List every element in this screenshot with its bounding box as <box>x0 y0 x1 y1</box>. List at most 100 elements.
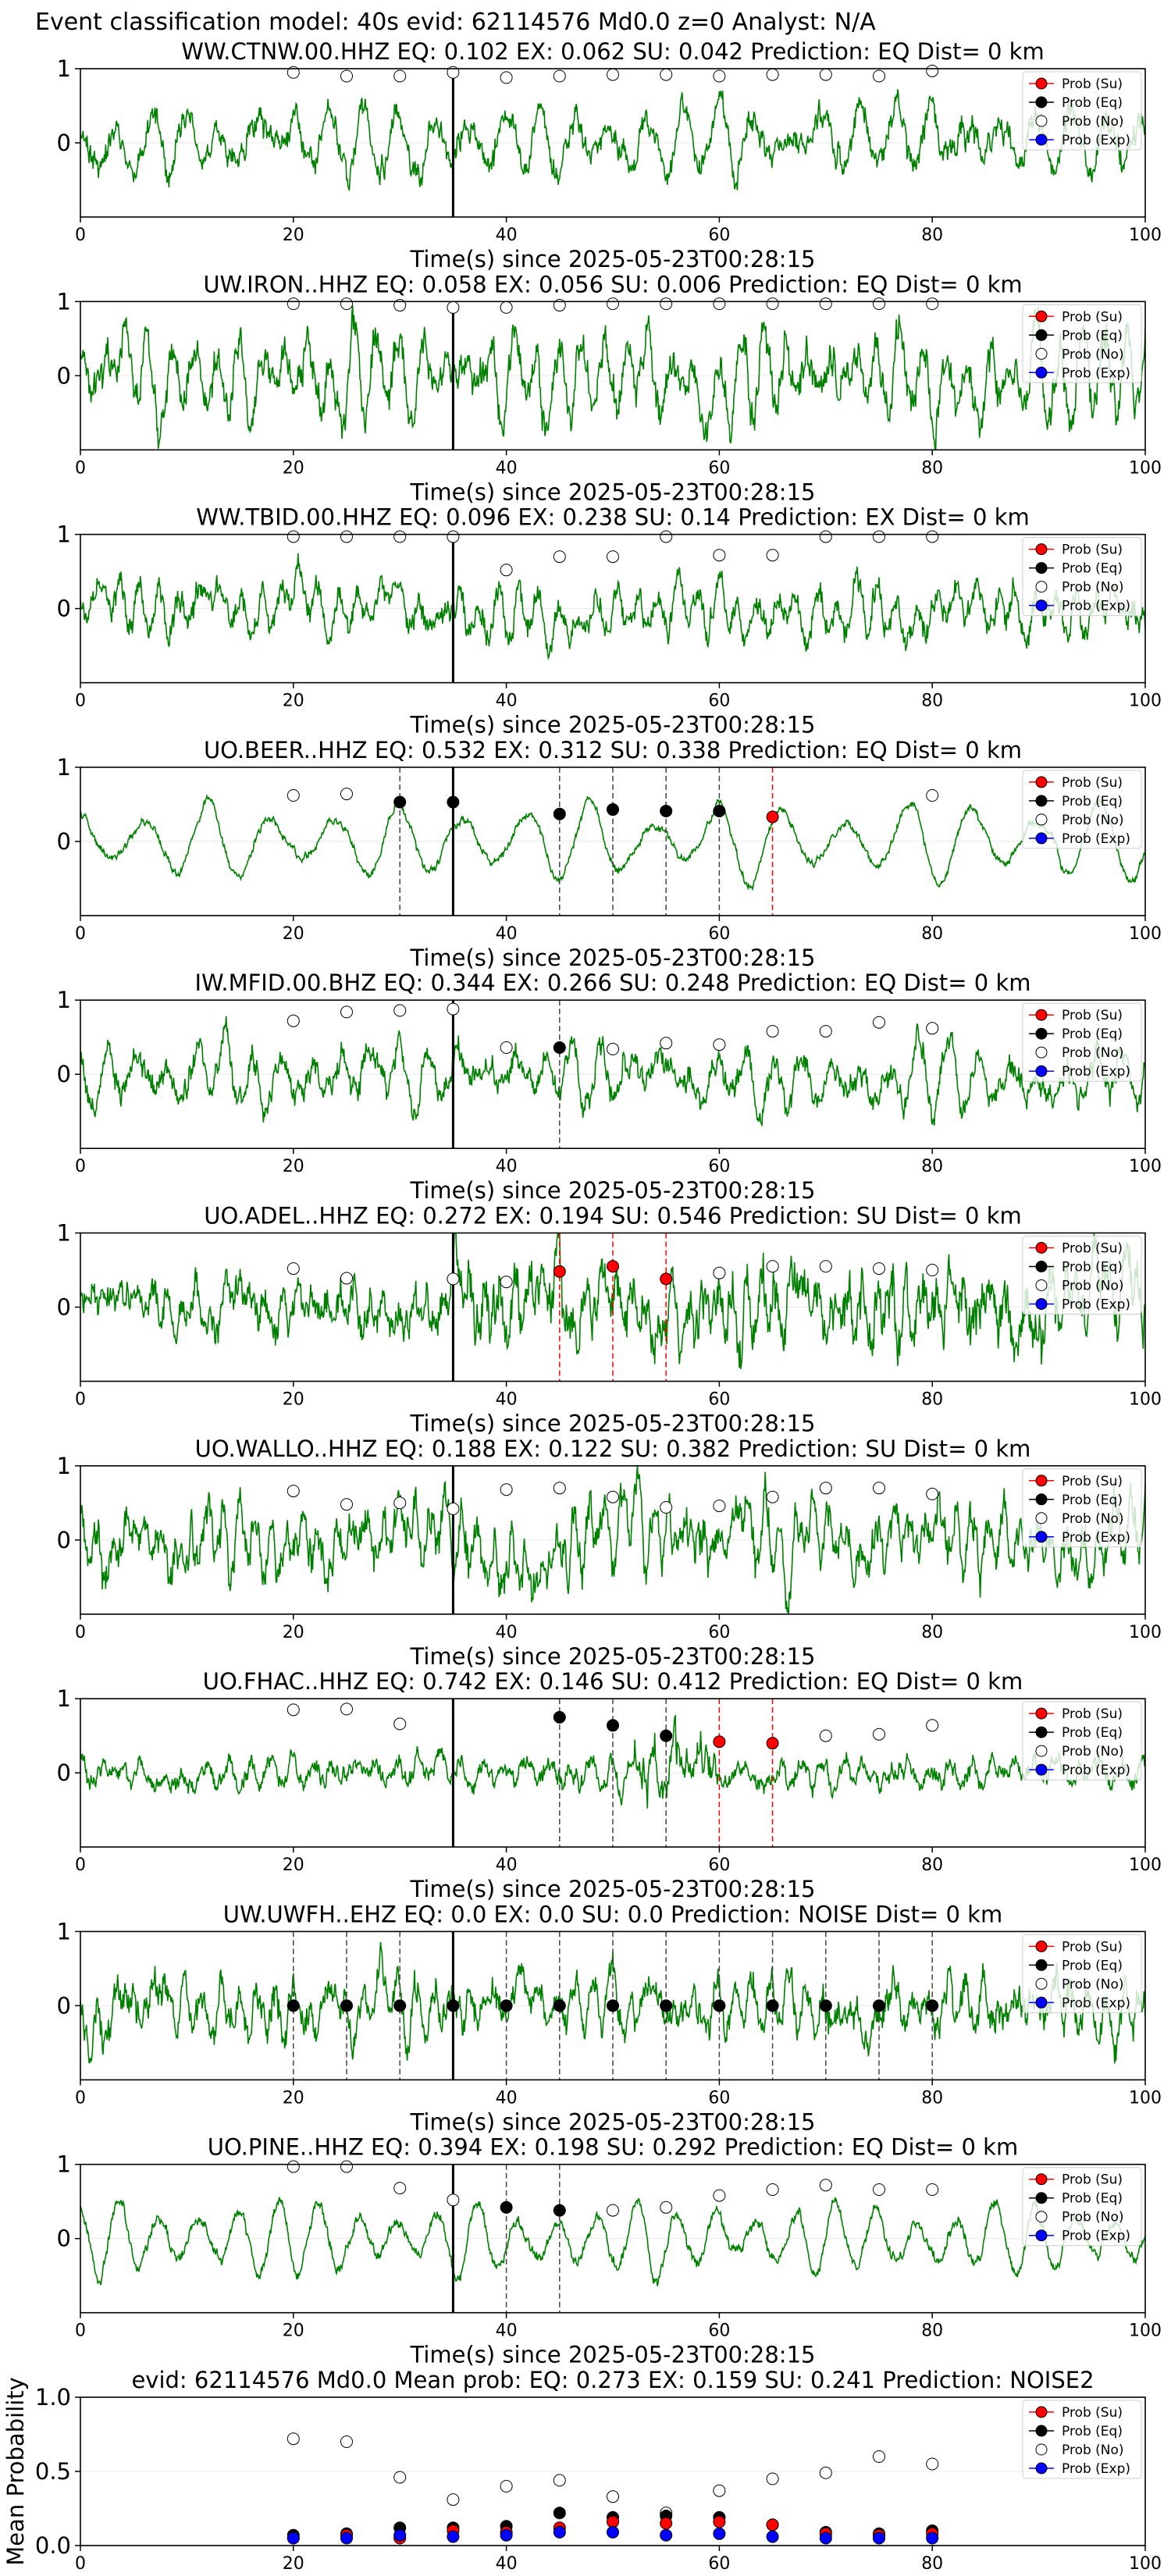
waveform-trace <box>80 1016 1145 1126</box>
prob-point-no <box>766 1025 779 1038</box>
legend-label: Prob (Eq) <box>1062 794 1123 809</box>
prob-point-no <box>340 788 353 801</box>
legend-box <box>1022 770 1142 849</box>
prob-point-no <box>447 1002 460 1016</box>
prob-point-no <box>447 301 460 314</box>
legend-label: Prob (Eq) <box>1062 1026 1123 1042</box>
legend-marker-exp <box>1035 1996 1048 2008</box>
x-tick-label: 20 <box>283 2322 304 2341</box>
legend-label: Prob (Su) <box>1062 76 1123 92</box>
prob-point-su <box>660 1272 673 1286</box>
legend: Prob (Su) Prob (Eq) Prob (No) Prob (Exp) <box>1022 1934 1142 2013</box>
legend-marker-eq <box>1035 1959 1048 1971</box>
legend-marker-no <box>1035 1745 1048 1757</box>
prob-point-no <box>766 549 779 562</box>
legend-label: Prob (Exp) <box>1062 365 1130 381</box>
mean-prob-point-no <box>873 2450 885 2463</box>
mean-prob-point-no <box>340 2435 353 2448</box>
x-tick-label: 60 <box>708 1390 730 1410</box>
x-tick-label: 0 <box>75 1390 86 1410</box>
legend-box <box>1022 71 1142 151</box>
prob-point-no <box>766 68 779 81</box>
mean-prob-point-no <box>287 2432 300 2446</box>
legend-label: Prob (No) <box>1062 1279 1124 1294</box>
x-tick-label: 40 <box>496 1157 518 1176</box>
prob-point-no <box>447 2194 460 2207</box>
plot-area <box>80 767 1145 916</box>
prob-point-no <box>713 297 726 311</box>
prob-point-no <box>766 297 779 311</box>
prob-point-no <box>500 1483 513 1496</box>
legend-box <box>1022 1236 1142 1315</box>
legend: Prob (Su) Prob (Eq) Prob (No) Prob (Exp) <box>1022 1468 1142 1548</box>
x-tick-label: 40 <box>496 924 518 944</box>
y-tick-label: 1 <box>57 1220 71 1247</box>
mean-prob-point-su <box>660 2517 673 2530</box>
prob-point-su <box>553 1265 566 1278</box>
mean-prob-point-no <box>766 2472 779 2485</box>
legend-label: Prob (Eq) <box>1062 1260 1123 1276</box>
prob-point-no <box>713 549 726 562</box>
prob-point-no <box>926 2183 939 2196</box>
waveform-trace <box>80 89 1145 191</box>
x-tick-label: 80 <box>921 2322 943 2341</box>
prob-point-no <box>393 1496 407 1510</box>
prob-point-no <box>393 530 407 543</box>
x-tick-label: 80 <box>921 924 943 944</box>
x-tick-label: 100 <box>1129 1623 1162 1642</box>
panel-11: evid: 62114576 Md0.0 Mean prob: EQ: 0.27… <box>2 2367 1162 2574</box>
x-tick-label: 40 <box>496 2088 518 2108</box>
y-tick-label: 1 <box>57 55 71 82</box>
panel-3: WW.TBID.00.HHZ EQ: 0.096 EX: 0.238 SU: 0… <box>57 504 1162 738</box>
prob-point-eq <box>553 1041 566 1054</box>
legend-marker-eq <box>1035 1726 1048 1738</box>
x-tick-label: 0 <box>75 2322 86 2341</box>
legend-label: Prob (Exp) <box>1062 1297 1130 1313</box>
y-tick-label: 0 <box>57 1294 71 1321</box>
plot-area <box>80 534 1145 683</box>
x-tick-label: 100 <box>1129 226 1162 245</box>
prob-point-no <box>393 299 407 312</box>
x-tick-label: 0 <box>75 2554 86 2574</box>
x-tick-label: 80 <box>921 1157 943 1176</box>
legend-label: Prob (Su) <box>1062 309 1123 325</box>
prob-point-no <box>660 1037 673 1050</box>
x-tick-label: 0 <box>75 458 86 478</box>
x-tick-label: 100 <box>1129 692 1162 711</box>
x-tick-label: 100 <box>1129 2322 1162 2341</box>
y-tick-label: 0 <box>57 2226 71 2252</box>
legend-label: Prob (Eq) <box>1062 1493 1123 1508</box>
x-tick-label: 60 <box>708 1623 730 1642</box>
prob-point-eq <box>447 795 460 809</box>
mean-prob-point-eq <box>553 2507 566 2520</box>
x-tick-label: 100 <box>1129 458 1162 478</box>
y-tick-label: 1.0 <box>35 2384 71 2411</box>
x-axis-label: Time(s) since 2025-05-23T00:28:15 <box>410 2342 816 2368</box>
legend-label: Prob (Exp) <box>1062 1530 1130 1546</box>
legend-marker-eq <box>1035 1493 1048 1506</box>
prob-point-no <box>500 301 513 314</box>
prob-point-no <box>500 1041 513 1054</box>
x-tick-label: 40 <box>496 458 518 478</box>
mean-prob-point-no <box>713 2484 726 2497</box>
legend: Prob (Su) Prob (Eq) Prob (No) Prob (Exp) <box>1022 71 1142 151</box>
prob-point-no <box>660 530 673 543</box>
legend-marker-su <box>1035 310 1048 322</box>
prob-point-no <box>713 1266 726 1279</box>
legend-label: Prob (No) <box>1062 580 1124 596</box>
prob-point-no <box>766 1490 779 1503</box>
x-tick-label: 80 <box>921 458 943 478</box>
legend-label: Prob (Su) <box>1062 1008 1123 1023</box>
mean-prob-point-exp <box>607 2525 619 2539</box>
legend-marker-no <box>1035 2211 1048 2223</box>
prob-point-no <box>287 1703 300 1717</box>
panel-title: UO.BEER..HHZ EQ: 0.532 EX: 0.312 SU: 0.3… <box>204 737 1022 763</box>
prob-point-no <box>873 69 885 83</box>
prob-point-no <box>819 2179 832 2192</box>
legend-label: Prob (Exp) <box>1062 2229 1130 2244</box>
prob-point-eq <box>873 1999 885 2012</box>
mean-prob-point-exp <box>553 2525 566 2539</box>
legend-label: Prob (Eq) <box>1062 95 1123 111</box>
prob-point-no <box>393 1717 407 1731</box>
prob-point-no <box>340 530 353 543</box>
